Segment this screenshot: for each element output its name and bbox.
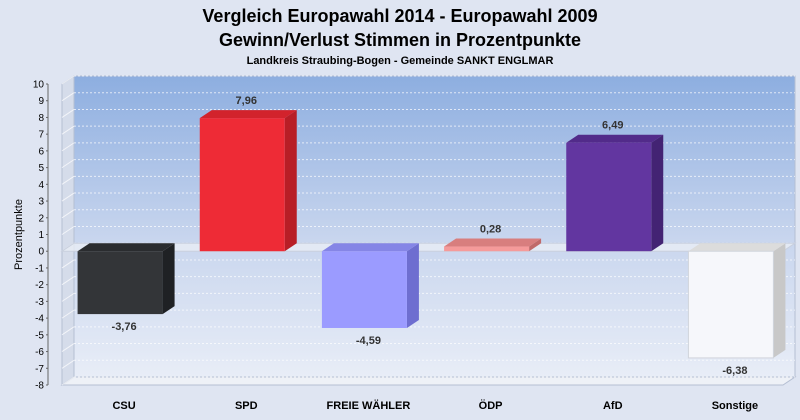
bar-side [651, 134, 664, 252]
bar-side [529, 238, 542, 252]
grid-line-side [61, 359, 75, 369]
y-tick-label: -1 [35, 263, 44, 274]
grid-line-side [61, 175, 75, 185]
chart-caption: Landkreis Straubing-Bogen - Gemeinde SAN… [246, 55, 554, 67]
grid-line-side [61, 209, 75, 219]
y-tick-label: 8 [38, 113, 44, 124]
bar-spd [199, 110, 297, 252]
chart-title: Vergleich Europawahl 2014 - Europawahl 2… [202, 6, 598, 26]
data-label: 0,28 [480, 224, 501, 236]
grid-line-side [61, 226, 75, 235]
grid-line-side [61, 343, 75, 352]
bar-front [321, 251, 407, 328]
bar-top [77, 243, 175, 252]
y-tick-label: 4 [38, 180, 44, 191]
bar-top [321, 243, 419, 252]
bar-side [162, 243, 175, 315]
grid-line-side [61, 125, 75, 135]
y-tick-label: 9 [38, 96, 44, 107]
grid-line-side [61, 75, 75, 85]
x-tick-label: SPD [235, 400, 258, 412]
bar-front [77, 251, 163, 315]
x-tick-label: AfD [603, 400, 623, 412]
bar-front [566, 142, 652, 252]
grid-line-side [61, 309, 75, 319]
grid-line-side [61, 159, 75, 169]
y-tick-label: 6 [38, 146, 44, 157]
bar-top [444, 238, 542, 247]
bar-top [688, 243, 786, 252]
y-tick-label: 2 [38, 213, 44, 224]
y-tick-label: 0 [38, 247, 44, 258]
grid-line-side [61, 276, 75, 286]
plot-floor [60, 376, 797, 386]
y-tick-label: 7 [38, 130, 44, 141]
data-label: -3,76 [112, 321, 137, 333]
data-label: -6,38 [722, 365, 747, 377]
y-tick-label: -5 [35, 330, 44, 341]
grid-line-side [61, 326, 75, 336]
y-tick-label: 5 [38, 163, 44, 174]
bar-front [687, 250, 774, 359]
y-tick-label: -4 [35, 314, 44, 325]
y-tick-label: 10 [33, 80, 45, 91]
y-tick-label: 3 [38, 197, 44, 208]
y-tick-label: -2 [35, 280, 44, 291]
bar-top [199, 110, 297, 119]
grid-line-side [61, 92, 75, 102]
grid-line-side [61, 292, 75, 302]
y-tick-label: -8 [35, 381, 44, 392]
grid-line-side [61, 109, 75, 118]
bar-sonstige [687, 243, 786, 359]
data-label: 6,49 [602, 120, 623, 132]
y-axis-label: Prozentpunkte [13, 199, 25, 270]
data-label: -4,59 [356, 335, 381, 347]
grid-line-side [61, 142, 75, 152]
grid-line-side [61, 376, 75, 386]
y-tick-label: -6 [35, 347, 44, 358]
bar-top [566, 134, 664, 143]
bar-front [199, 118, 285, 252]
y-tick-label: -7 [35, 364, 44, 375]
bar-ödp [444, 238, 542, 252]
bar-side [406, 243, 419, 328]
bar-afd [566, 134, 664, 252]
bar-freie-wähler [321, 243, 419, 328]
x-tick-label: ÖDP [479, 399, 503, 412]
y-tick-label: -3 [35, 297, 44, 308]
y-tick-label: 1 [38, 230, 44, 241]
data-label: 7,96 [236, 95, 257, 107]
bar-front [444, 246, 530, 252]
grid-line-side [61, 192, 75, 202]
bar-side [284, 110, 297, 252]
bar-csu [77, 243, 175, 315]
x-tick-label: FREIE WÄHLER [327, 399, 411, 412]
grid-line-side [61, 259, 75, 269]
bar-side [773, 243, 786, 358]
x-tick-label: CSU [112, 400, 135, 412]
x-tick-label: Sonstige [712, 400, 758, 412]
chart-subtitle: Gewinn/Verlust Stimmen in Prozentpunkte [218, 30, 582, 50]
